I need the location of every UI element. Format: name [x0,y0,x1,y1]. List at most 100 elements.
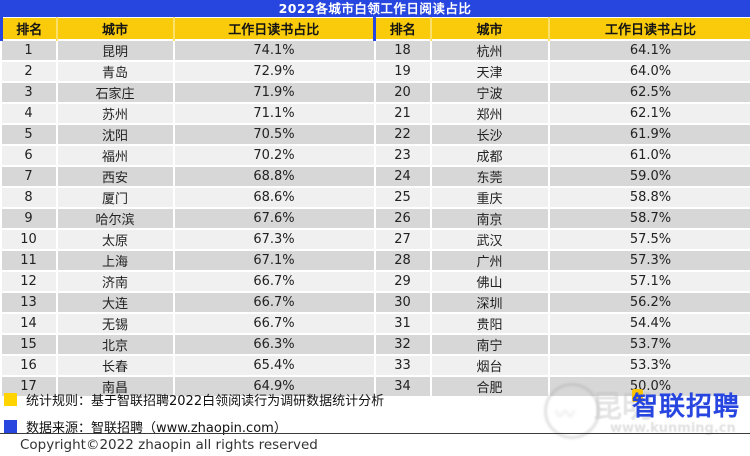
city-cell: 南宁 [429,333,549,355]
value-cell: 54.4% [547,312,750,334]
value-cell: 62.1% [547,102,750,124]
city-cell: 成都 [429,144,549,166]
city-cell: 大连 [55,291,174,313]
source-text: 数据来源：智联招聘（www.zhaopin.com） [26,421,287,436]
rank-cell: 29 [373,270,431,292]
table-row: 6 福州 70.2% 23 成都 61.0% [1,144,750,166]
value-cell: 64.1% [547,39,750,61]
rank-cell: 19 [373,60,431,82]
column-header-city: 城市 [55,17,174,40]
value-cell: 66.7% [172,312,375,334]
rank-cell: 22 [373,123,431,145]
rank-cell: 5 [1,123,57,145]
rank-cell: 10 [1,228,57,250]
city-cell: 太原 [55,228,174,250]
rank-cell: 33 [373,354,431,376]
rule-text: 统计规则：基于智联招聘2022白领阅读行为调研数据统计分析 [26,394,385,409]
rank-cell: 34 [373,375,431,396]
city-cell: 郑州 [429,102,549,124]
city-cell: 武汉 [429,228,549,250]
rank-cell: 12 [1,270,57,292]
rank-cell: 14 [1,312,57,334]
city-cell: 深圳 [429,291,549,313]
value-cell: 72.9% [172,60,375,82]
value-cell: 64.0% [547,60,750,82]
blue-square-icon [4,420,17,433]
value-cell: 68.8% [172,165,375,187]
city-cell: 沈阳 [55,123,174,145]
city-cell: 杭州 [429,39,549,61]
value-cell: 67.3% [172,228,375,250]
table-row: 5 沈阳 70.5% 22 长沙 61.9% [1,123,750,145]
rank-cell: 2 [1,60,57,82]
value-cell: 66.7% [172,291,375,313]
city-cell: 烟台 [429,354,549,376]
rank-cell: 27 [373,228,431,250]
rank-cell: 4 [1,102,57,124]
table-row: 16 长春 65.4% 33 烟台 53.3% [1,354,750,376]
table-row: 14 无锡 66.7% 31 贵阳 54.4% [1,312,750,334]
rank-cell: 32 [373,333,431,355]
rank-cell: 25 [373,186,431,208]
table-row: 1 昆明 74.1% 18 杭州 64.1% [1,39,750,61]
rank-cell: 26 [373,207,431,229]
rank-cell: 31 [373,312,431,334]
copyright-text: Copyright©2022 zhaopin all rights reserv… [20,437,318,453]
table-row: 13 大连 66.7% 30 深圳 56.2% [1,291,750,313]
city-cell: 广州 [429,249,549,271]
rank-cell: 20 [373,81,431,103]
rank-cell: 7 [1,165,57,187]
rank-cell: 6 [1,144,57,166]
city-cell: 合肥 [429,375,549,396]
table-row: 15 北京 66.3% 32 南宁 53.7% [1,333,750,355]
rank-cell: 30 [373,291,431,313]
rank-cell: 3 [1,81,57,103]
city-cell: 宁波 [429,81,549,103]
city-cell: 济南 [55,270,174,292]
rank-cell: 8 [1,186,57,208]
footer-legend: 统计规则：基于智联招聘2022白领阅读行为调研数据统计分析 数据来源：智联招聘（… [4,390,384,444]
rank-cell: 18 [373,39,431,61]
table-row: 2 青岛 72.9% 19 天津 64.0% [1,60,750,82]
column-header-value: 工作日读书占比 [172,17,375,40]
yellow-square-icon [4,393,17,406]
table-row: 7 西安 68.8% 24 东莞 59.0% [1,165,750,187]
value-cell: 50.0% [547,375,750,396]
city-cell: 贵阳 [429,312,549,334]
city-cell: 昆明 [55,39,174,61]
value-cell: 67.6% [172,207,375,229]
value-cell: 67.1% [172,249,375,271]
column-header-city: 城市 [429,17,549,40]
value-cell: 68.6% [172,186,375,208]
table-header-row: 排名 城市 工作日读书占比 排名 城市 工作日读书占比 [0,17,750,40]
city-cell: 厦门 [55,186,174,208]
value-cell: 57.3% [547,249,750,271]
value-cell: 53.7% [547,333,750,355]
value-cell: 65.4% [172,354,375,376]
table-body: 1 昆明 74.1% 18 杭州 64.1% 2 青岛 72.9% 19 天津 64.0% 3 石家庄 7 1… [1,39,750,396]
city-cell: 北京 [55,333,174,355]
rank-cell: 13 [1,291,57,313]
city-cell: 无锡 [55,312,174,334]
divider [0,433,750,434]
city-cell: 石家庄 [55,81,174,103]
table-row: 17 南昌 64.9% 34 合肥 50.0% [1,375,750,396]
table-row: 12 济南 66.7% 29 佛山 57.1% [1,270,750,292]
page-title: 2022各城市白领工作日阅读占比 [0,0,750,17]
table-row: 9 哈尔滨 67.6% 26 南京 58.7% [1,207,750,229]
city-cell: 哈尔滨 [55,207,174,229]
table-row: 10 太原 67.3% 27 武汉 57.5% [1,228,750,250]
city-cell: 南昌 [55,375,174,396]
value-cell: 59.0% [547,165,750,187]
rank-cell: 28 [373,249,431,271]
rank-cell: 21 [373,102,431,124]
city-cell: 南京 [429,207,549,229]
rank-cell: 24 [373,165,431,187]
city-cell: 重庆 [429,186,549,208]
value-cell: 66.7% [172,270,375,292]
value-cell: 61.9% [547,123,750,145]
city-cell: 上海 [55,249,174,271]
rank-cell: 17 [1,375,57,396]
value-cell: 66.3% [172,333,375,355]
